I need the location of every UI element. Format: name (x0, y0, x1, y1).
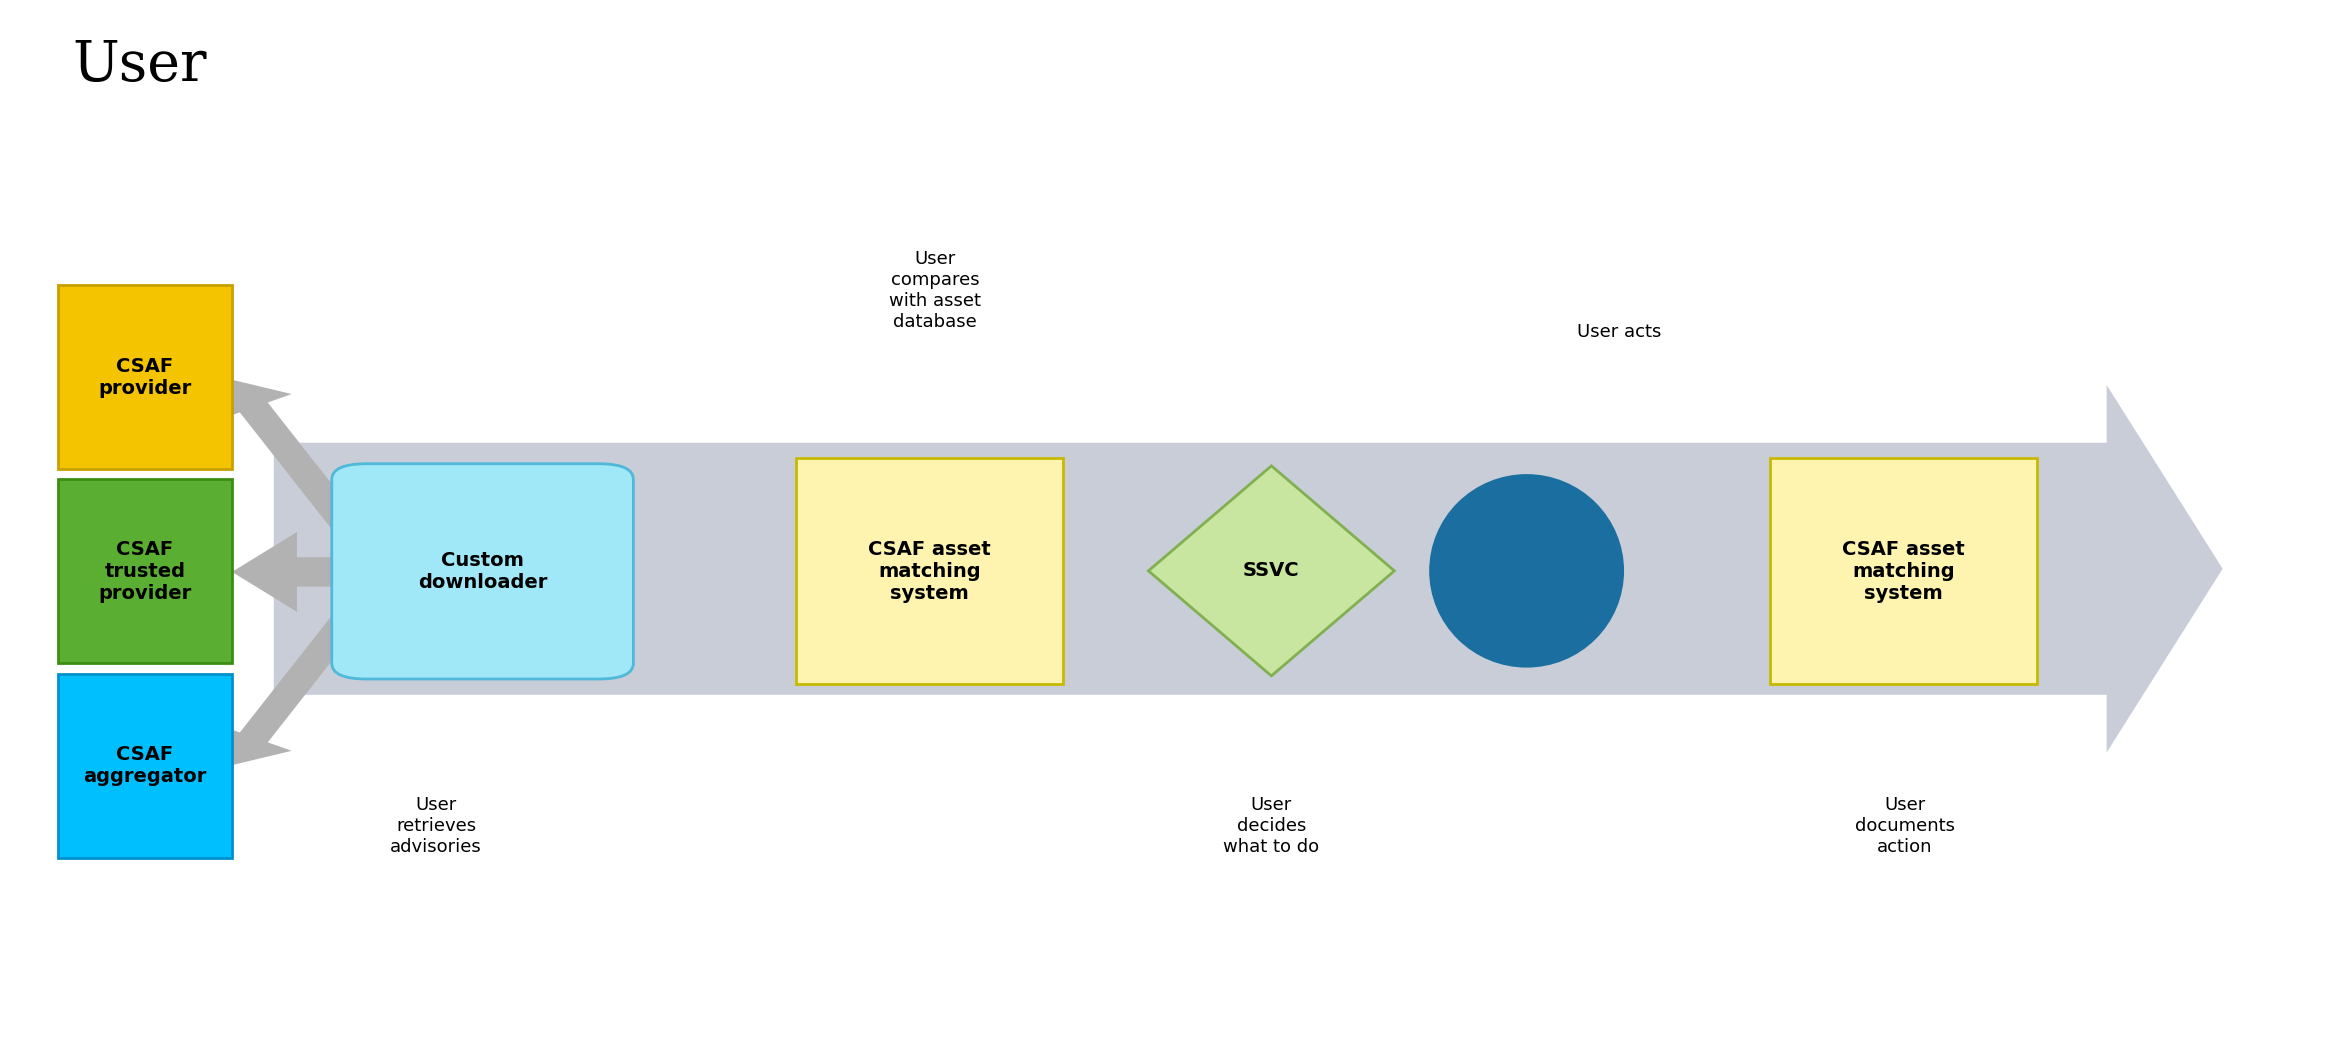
FancyBboxPatch shape (331, 464, 633, 679)
Polygon shape (1148, 466, 1393, 676)
Bar (58, 480, 231, 663)
Bar (796, 459, 1062, 684)
Text: CSAF asset
matching
system: CSAF asset matching system (1842, 539, 1965, 603)
Bar (58, 285, 231, 469)
Polygon shape (231, 532, 366, 612)
Text: User
decides
what to do: User decides what to do (1223, 796, 1319, 855)
Polygon shape (273, 385, 2222, 752)
Text: CSAF
aggregator: CSAF aggregator (84, 745, 208, 786)
Ellipse shape (1428, 475, 1624, 667)
Text: CSAF asset
matching
system: CSAF asset matching system (868, 539, 990, 603)
Text: CSAF
provider: CSAF provider (98, 356, 191, 398)
Polygon shape (217, 380, 392, 570)
Polygon shape (217, 575, 392, 765)
Bar (1769, 459, 2038, 684)
Bar (58, 674, 231, 858)
Text: User acts: User acts (1578, 323, 1662, 342)
Text: Custom
downloader: Custom downloader (418, 551, 546, 592)
Text: User
retrieves
advisories: User retrieves advisories (390, 796, 483, 855)
Text: User
compares
with asset
database: User compares with asset database (889, 250, 980, 331)
Text: User: User (72, 38, 205, 94)
Text: User
documents
action: User documents action (1856, 796, 1956, 855)
Text: CSAF
trusted
provider: CSAF trusted provider (98, 539, 191, 603)
Text: SSVC: SSVC (1244, 562, 1300, 580)
